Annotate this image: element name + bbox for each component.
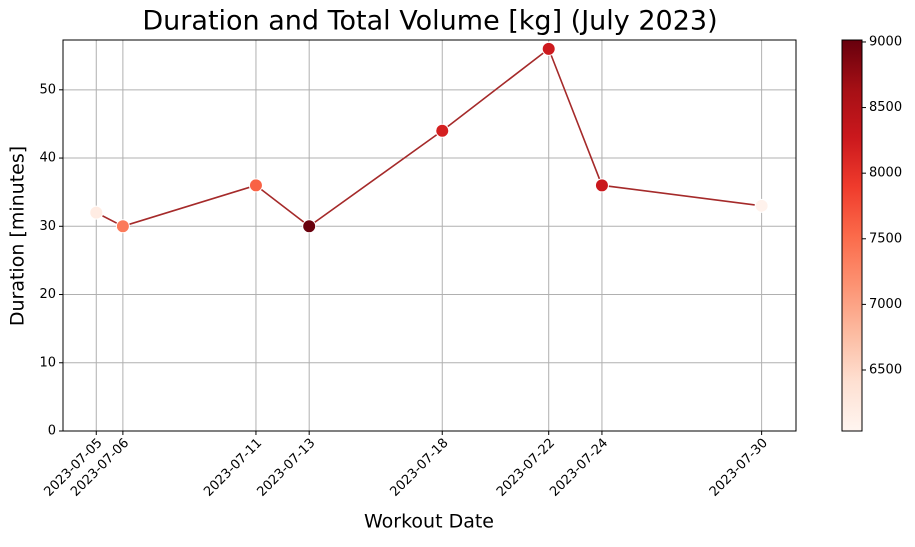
colorbar-tick-label: 7000 xyxy=(869,297,902,312)
point xyxy=(248,178,263,193)
y-axis-label: Duration [minutes] xyxy=(7,146,29,326)
y-tick-label: 0 xyxy=(48,424,56,439)
point xyxy=(115,219,130,234)
point xyxy=(89,205,104,220)
colorbar-tick-label: 9000 xyxy=(869,34,902,49)
chart-title: Duration and Total Volume [kg] (July 202… xyxy=(142,6,717,37)
plot-frame xyxy=(62,39,797,432)
point xyxy=(435,123,450,138)
point xyxy=(594,178,609,193)
y-tick-label: 30 xyxy=(39,219,56,234)
point xyxy=(302,219,317,234)
point xyxy=(754,198,769,213)
y-tick-label: 20 xyxy=(39,287,56,302)
colorbar-tick-label: 7500 xyxy=(869,231,902,246)
colorbar xyxy=(841,39,863,432)
colorbar-tick-label: 6500 xyxy=(869,362,902,377)
colorbar-tick-label: 8500 xyxy=(869,100,902,115)
y-tick-label: 40 xyxy=(39,151,56,166)
y-tick-label: 50 xyxy=(39,82,56,97)
x-tick-label: 2023-07-18 xyxy=(388,436,452,500)
x-axis-label: Workout Date xyxy=(364,511,494,533)
x-tick-label: 2023-07-30 xyxy=(707,436,771,500)
y-tick-label: 10 xyxy=(39,355,56,370)
point xyxy=(541,41,556,56)
colorbar-tick-label: 8000 xyxy=(869,166,902,181)
line xyxy=(95,47,762,228)
